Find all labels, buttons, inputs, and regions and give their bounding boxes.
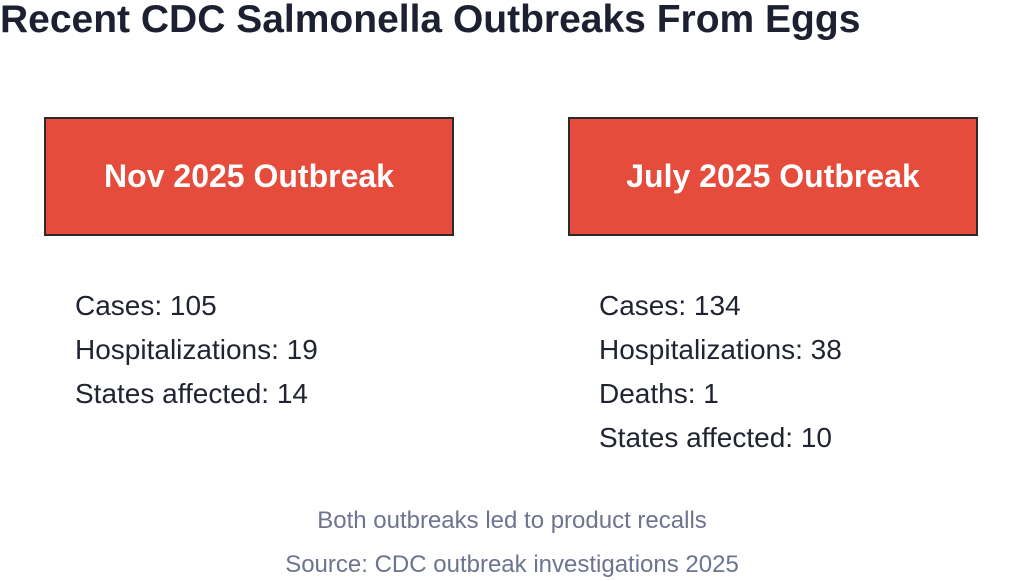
stat-line: Hospitalizations: 19: [75, 334, 318, 365]
stat-line: States affected: 14: [75, 378, 308, 409]
stats-list: Cases: 105 Hospitalizations: 19 States aff…: [75, 284, 318, 416]
outbreak-card: July 2025 Outbreak: [568, 117, 978, 236]
note: Both outbreaks led to product recalls: [317, 507, 707, 534]
page-title: Recent CDC Salmonella Outbreaks From Egg…: [0, 0, 861, 41]
stat-line: Hospitalizations: 38: [599, 334, 842, 365]
card-heading: July 2025 Outbreak: [626, 158, 920, 194]
stat-line: Cases: 105: [75, 290, 217, 321]
source: Source: CDC outbreak investigations 2025: [285, 551, 739, 578]
stat-line: Cases: 134: [599, 290, 741, 321]
stats-list: Cases: 134 Hospitalizations: 38 Deaths: 1 S…: [599, 284, 842, 460]
stat-line: States affected: 10: [599, 422, 832, 453]
card-heading: Nov 2025 Outbreak: [104, 158, 394, 194]
stat-line: Deaths: 1: [599, 378, 719, 409]
outbreak-card: Nov 2025 Outbreak: [44, 117, 454, 236]
